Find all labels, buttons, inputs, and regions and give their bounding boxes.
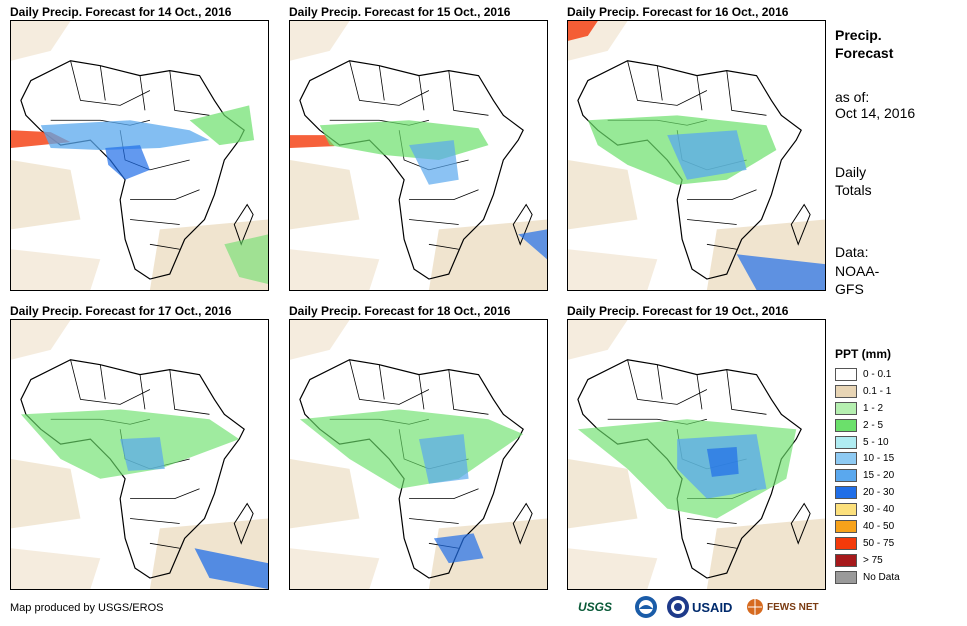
sidebar-heading-line1: Precip. <box>835 27 882 43</box>
precip-overlay-1 <box>11 105 268 284</box>
usaid-logo: USAID <box>692 599 733 615</box>
legend-swatch <box>835 553 857 567</box>
logo-strip: USGS USAID FEWS NET <box>578 594 823 620</box>
legend-swatch <box>835 435 857 449</box>
legend-label: 2 - 5 <box>863 419 884 431</box>
legend-label: > 75 <box>863 554 883 566</box>
legend-label: 20 - 30 <box>863 487 895 499</box>
asof-date: Oct 14, 2016 <box>835 105 916 121</box>
precip-overlay-6 <box>577 419 797 519</box>
sidebar-heading-line2: Forecast <box>835 45 894 61</box>
panel-title-4: Daily Precip. Forecast for 17 Oct., 2016 <box>10 304 232 318</box>
panel-title-1: Daily Precip. Forecast for 14 Oct., 2016 <box>10 5 232 19</box>
fews-net-logo: FEWS NET <box>746 594 819 620</box>
legend-swatch <box>835 452 857 466</box>
legend-swatch <box>835 536 857 550</box>
forecast-map-6 <box>567 319 826 590</box>
forecast-map-3 <box>567 20 826 291</box>
legend-swatch <box>835 570 857 584</box>
legend-swatch <box>835 401 857 415</box>
legend-swatch <box>835 418 857 432</box>
africa-map-1 <box>11 21 268 290</box>
precip-overlay-2 <box>290 120 547 260</box>
totals-line2: Totals <box>835 182 872 198</box>
precip-overlay-4 <box>20 409 268 589</box>
precip-overlay-3 <box>568 21 825 290</box>
legend-swatch <box>835 503 857 517</box>
legend-label: 0 - 0.1 <box>863 369 892 380</box>
panel-title-6: Daily Precip. Forecast for 19 Oct., 2016 <box>567 304 789 318</box>
data-source-line3: GFS <box>835 281 864 297</box>
legend-label: No Data <box>863 571 900 583</box>
legend-label: 15 - 20 <box>863 470 895 482</box>
africa-map-3 <box>568 21 825 290</box>
legend-title: PPT (mm) <box>835 347 892 361</box>
legend-label: 5 - 10 <box>863 436 889 448</box>
totals-line1: Daily <box>835 164 867 180</box>
usgs-logo: USGS <box>578 600 613 614</box>
legend-label: 50 - 75 <box>863 537 895 549</box>
panel-title-2: Daily Precip. Forecast for 15 Oct., 2016 <box>289 5 511 19</box>
data-source-line2: NOAA- <box>835 263 880 279</box>
africa-map-2 <box>290 21 547 290</box>
legend-label: 10 - 15 <box>863 453 895 465</box>
data-source-line1: Data: <box>835 244 869 260</box>
legend-label: 40 - 50 <box>863 521 895 533</box>
africa-map-4 <box>11 320 268 589</box>
legend-label: 0.1 - 1 <box>863 385 892 397</box>
legend-label: 1 - 2 <box>863 402 884 414</box>
legend-swatch <box>835 368 857 381</box>
asof-label: as of: <box>835 89 870 105</box>
forecast-map-1 <box>10 20 269 291</box>
noaa-logo-icon <box>634 594 658 620</box>
legend-swatch <box>835 384 857 398</box>
globe-icon <box>747 599 763 615</box>
africa-map-6 <box>568 320 825 589</box>
forecast-map-2 <box>289 20 548 291</box>
panel-title-5: Daily Precip. Forecast for 18 Oct., 2016 <box>289 304 511 318</box>
forecast-map-5 <box>289 319 548 590</box>
panel-title-3: Daily Precip. Forecast for 16 Oct., 2016 <box>567 5 789 19</box>
legend-label: 30 - 40 <box>863 504 895 516</box>
dhs-seal-icon <box>666 594 690 620</box>
map-credit: Map produced by USGS/EROS <box>10 602 164 614</box>
legend-swatch <box>835 469 857 483</box>
precip-overlay-5 <box>299 409 524 564</box>
legend-swatch <box>835 520 857 534</box>
forecast-map-4 <box>10 319 269 590</box>
africa-map-5 <box>290 320 547 589</box>
legend-swatch <box>835 486 857 500</box>
